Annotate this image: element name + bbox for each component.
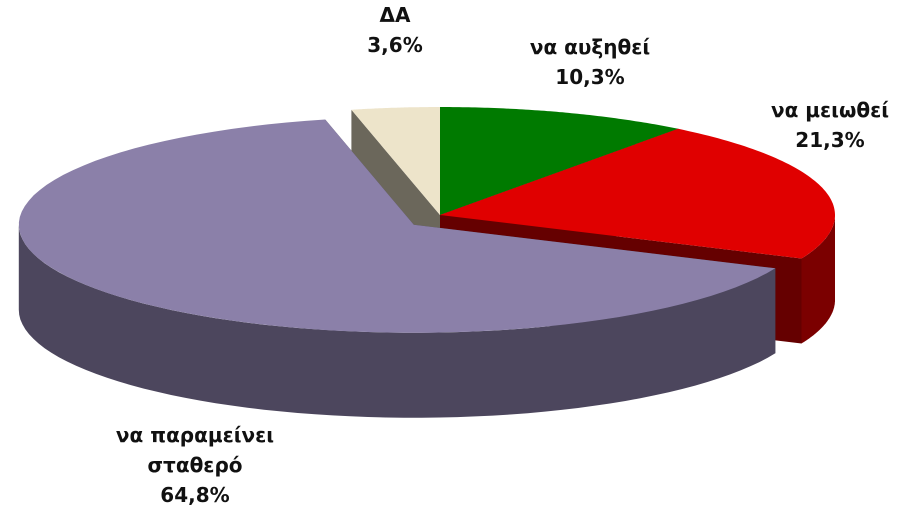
slice: [18, 119, 776, 418]
slice-side: [801, 215, 835, 344]
value-label: 21,3%: [795, 128, 865, 152]
category-label: να μειωθεί: [770, 98, 890, 122]
value-label: 10,3%: [555, 65, 625, 89]
value-label: 64,8%: [160, 483, 230, 507]
slice-side: [18, 224, 776, 418]
slice-label: ΔΑ 3,6%: [350, 0, 440, 60]
slice-top: [440, 107, 679, 215]
category-label: ΔΑ: [379, 3, 411, 27]
category-label: να αυξηθεί: [529, 35, 651, 59]
slice-top: [440, 128, 835, 259]
slice-top: [351, 107, 440, 215]
slice-top: [18, 119, 776, 333]
slice-label: να αυξηθεί 10,3%: [480, 32, 700, 92]
category-label: να παραμείνει σταθερό: [115, 423, 275, 477]
slice-label: να παραμείνει σταθερό 64,8%: [65, 420, 325, 510]
slice-label: να μειωθεί 21,3%: [760, 95, 900, 155]
value-label: 3,6%: [367, 33, 423, 57]
